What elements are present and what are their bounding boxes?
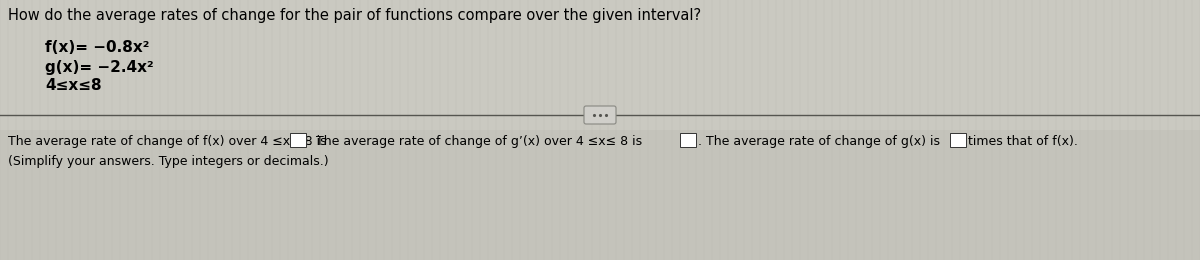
Text: f(x)= −0.8x²: f(x)= −0.8x² — [46, 40, 149, 55]
Text: times that of f(x).: times that of f(x). — [968, 135, 1078, 148]
Text: (Simplify your answers. Type integers or decimals.): (Simplify your answers. Type integers or… — [8, 155, 329, 168]
Text: How do the average rates of change for the pair of functions compare over the gi: How do the average rates of change for t… — [8, 8, 701, 23]
Bar — [0, 130, 1200, 260]
Text: 4≤x≤8: 4≤x≤8 — [46, 78, 102, 93]
FancyBboxPatch shape — [584, 106, 616, 124]
FancyBboxPatch shape — [290, 133, 306, 147]
Text: The average rate of change of f(x) over 4 ≤x≤ 8 is: The average rate of change of f(x) over … — [8, 135, 326, 148]
Bar — [0, 0, 1200, 130]
Text: . The average rate of change of g’(x) over 4 ≤x≤ 8 is: . The average rate of change of g’(x) ov… — [308, 135, 642, 148]
FancyBboxPatch shape — [680, 133, 696, 147]
FancyBboxPatch shape — [950, 133, 966, 147]
Text: . The average rate of change of g(x) is: . The average rate of change of g(x) is — [698, 135, 940, 148]
Text: g(x)= −2.4x²: g(x)= −2.4x² — [46, 60, 154, 75]
